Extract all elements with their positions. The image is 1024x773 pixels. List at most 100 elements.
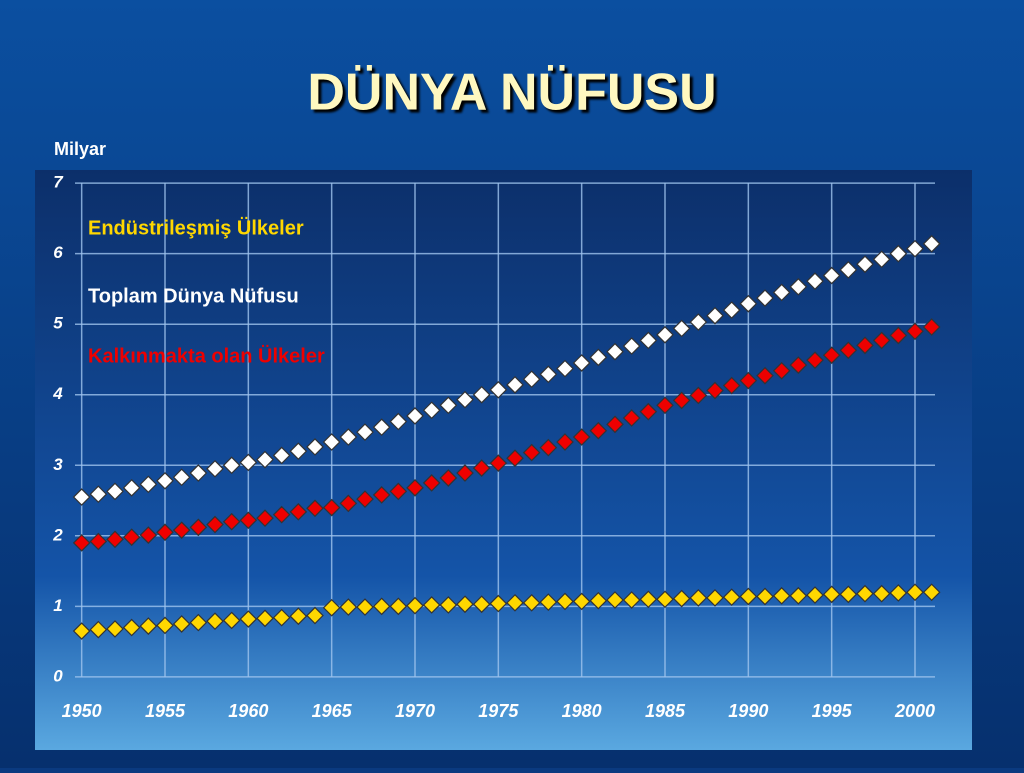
data-point bbox=[356, 598, 374, 616]
data-point bbox=[689, 386, 708, 405]
data-point bbox=[339, 494, 358, 513]
data-point bbox=[506, 449, 524, 468]
data-point bbox=[389, 482, 408, 501]
data-point bbox=[489, 594, 508, 613]
data-point bbox=[656, 325, 674, 344]
data-point bbox=[556, 433, 574, 451]
data-point bbox=[356, 490, 374, 508]
data-point bbox=[772, 361, 791, 380]
data-point bbox=[322, 498, 341, 517]
data-point bbox=[906, 239, 924, 258]
data-point bbox=[556, 359, 574, 378]
x-tick-label: 1985 bbox=[645, 701, 686, 721]
data-point bbox=[89, 485, 108, 504]
data-point bbox=[322, 598, 341, 617]
data-point bbox=[472, 385, 491, 404]
data-point bbox=[589, 591, 608, 610]
data-point bbox=[189, 518, 208, 537]
x-tick-label: 1995 bbox=[812, 701, 853, 721]
data-point bbox=[289, 502, 308, 521]
data-point bbox=[622, 591, 641, 609]
data-point bbox=[789, 356, 808, 374]
data-point bbox=[889, 326, 908, 345]
chart-title: DÜNYA NÜFUSU bbox=[307, 64, 716, 122]
data-point bbox=[472, 595, 491, 614]
data-point bbox=[889, 244, 908, 263]
data-point bbox=[539, 438, 558, 457]
data-point bbox=[489, 454, 508, 473]
data-point bbox=[906, 322, 924, 341]
x-tick-label: 1975 bbox=[478, 701, 519, 721]
data-point bbox=[439, 469, 458, 487]
data-point bbox=[756, 366, 774, 385]
data-point bbox=[922, 234, 941, 253]
data-point bbox=[739, 294, 758, 313]
data-point bbox=[839, 341, 858, 360]
y-tick-label: 3 bbox=[53, 455, 63, 474]
data-point bbox=[639, 331, 658, 350]
data-point bbox=[372, 418, 391, 437]
data-point bbox=[739, 371, 758, 390]
data-point bbox=[606, 342, 624, 361]
data-point bbox=[456, 464, 474, 482]
data-point bbox=[739, 587, 758, 606]
y-axis-label: Milyar bbox=[54, 139, 106, 159]
y-tick-label: 1 bbox=[53, 596, 62, 615]
data-point bbox=[872, 331, 891, 350]
data-point bbox=[506, 376, 524, 394]
data-point bbox=[439, 396, 458, 415]
x-tick-label: 1950 bbox=[62, 701, 102, 721]
x-tick-label: 1970 bbox=[395, 701, 435, 721]
data-point bbox=[89, 620, 108, 639]
data-point bbox=[289, 607, 308, 626]
data-point bbox=[722, 301, 741, 319]
data-point bbox=[906, 583, 924, 602]
data-point bbox=[706, 589, 724, 607]
data-point bbox=[106, 620, 124, 638]
data-point bbox=[422, 474, 441, 492]
data-point bbox=[439, 596, 458, 614]
data-point bbox=[622, 337, 641, 355]
data-point bbox=[639, 590, 658, 609]
data-point bbox=[672, 319, 691, 338]
data-point bbox=[822, 585, 841, 604]
data-point bbox=[156, 616, 174, 635]
data-point bbox=[306, 438, 324, 456]
data-point bbox=[156, 471, 174, 490]
data-point bbox=[822, 266, 841, 285]
data-point bbox=[539, 593, 558, 611]
data-point bbox=[272, 446, 291, 465]
data-point bbox=[122, 478, 141, 497]
data-point bbox=[856, 584, 874, 603]
data-point bbox=[856, 336, 874, 355]
data-point bbox=[622, 409, 641, 427]
data-point bbox=[889, 584, 908, 602]
legend-entry: Toplam Dünya Nüfusu bbox=[88, 285, 299, 307]
data-point bbox=[256, 509, 274, 528]
data-point bbox=[772, 283, 791, 302]
data-point bbox=[256, 609, 274, 628]
data-point bbox=[222, 512, 241, 531]
data-point bbox=[489, 380, 508, 399]
data-point bbox=[306, 499, 324, 518]
y-tick-label: 7 bbox=[53, 173, 64, 192]
data-point bbox=[689, 589, 708, 607]
data-point bbox=[856, 255, 874, 274]
data-point bbox=[606, 591, 624, 609]
data-point bbox=[306, 606, 324, 625]
data-point bbox=[722, 376, 741, 395]
data-point bbox=[189, 464, 208, 482]
data-point bbox=[656, 590, 674, 609]
data-point bbox=[522, 593, 541, 612]
data-point bbox=[839, 585, 858, 604]
data-point bbox=[406, 407, 424, 425]
data-point bbox=[672, 391, 691, 410]
data-point bbox=[139, 617, 158, 635]
data-point bbox=[239, 610, 258, 628]
data-point bbox=[606, 415, 624, 434]
data-point bbox=[406, 478, 424, 497]
x-tick-label: 1960 bbox=[228, 701, 268, 721]
data-point bbox=[722, 588, 741, 607]
y-tick-label: 2 bbox=[52, 525, 63, 544]
